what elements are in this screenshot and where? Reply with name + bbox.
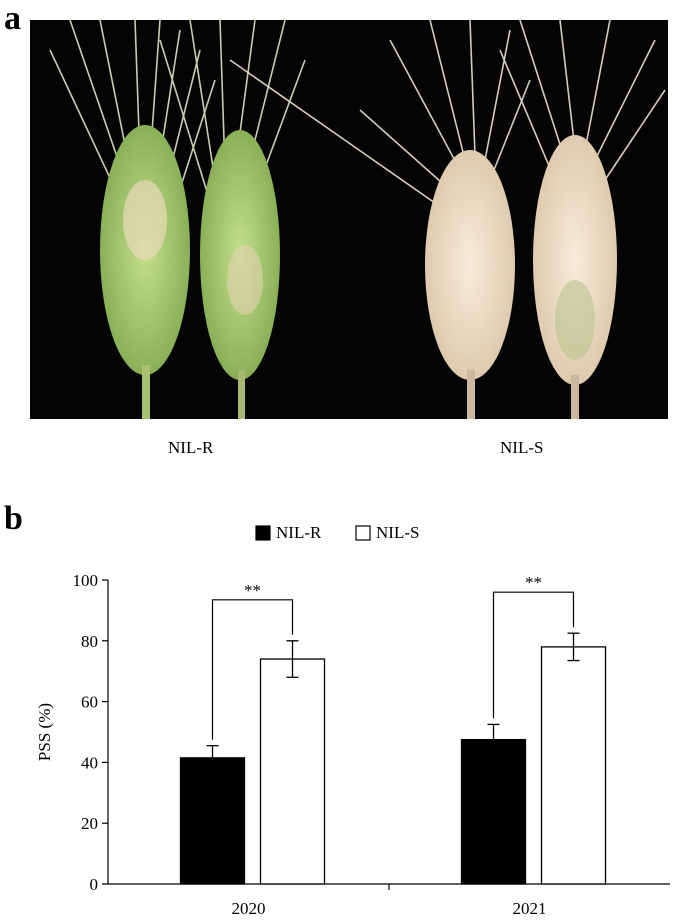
legend-label: NIL-R: [276, 523, 322, 542]
wheat-spikes-illustration: [49, 20, 666, 419]
y-tick-label: 40: [81, 753, 98, 772]
y-tick-label: 80: [81, 632, 98, 651]
photo-label-nil-s: NIL-S: [500, 438, 544, 457]
resistant-spike-2: [200, 130, 280, 419]
bar: [540, 646, 607, 885]
significance-bracket: [211, 599, 294, 740]
susceptible-spike-2: [533, 135, 617, 419]
legend-swatch: [255, 525, 271, 541]
significance-bracket: [492, 591, 575, 719]
resistant-spike-1: [100, 125, 190, 419]
significance-label: **: [244, 581, 261, 600]
x-tick-label: 2021: [513, 899, 547, 918]
wheat-spikes-photo: [30, 20, 668, 419]
y-tick-label: 20: [81, 814, 98, 833]
legend-swatch: [355, 525, 371, 541]
significance-label: **: [525, 573, 542, 592]
y-tick-label: 0: [90, 875, 99, 894]
x-tick-label: 2020: [232, 899, 266, 918]
panel-a-letter: a: [4, 0, 21, 37]
y-tick-label: 100: [73, 571, 99, 590]
photo-label-nil-r: NIL-R: [168, 438, 214, 457]
y-tick-label: 60: [81, 693, 98, 712]
legend-label: NIL-S: [376, 523, 419, 542]
susceptible-spike-1: [425, 150, 515, 419]
bar: [460, 738, 527, 885]
panel-b-letter: b: [4, 500, 23, 537]
awns-susceptible: [229, 20, 666, 211]
bar: [259, 658, 326, 885]
y-axis-title: PSS (%): [35, 703, 54, 761]
bar: [179, 757, 246, 885]
